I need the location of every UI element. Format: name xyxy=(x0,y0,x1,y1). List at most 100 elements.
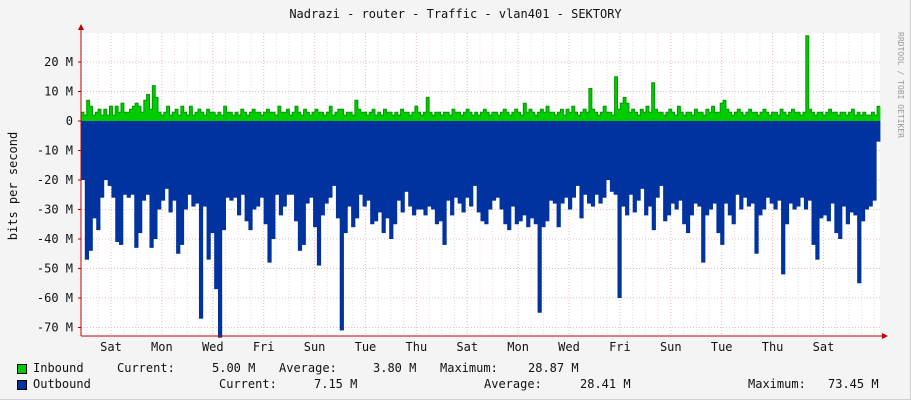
outbound-bar xyxy=(678,121,683,201)
inbound-bar xyxy=(443,112,447,121)
inbound-bar xyxy=(140,112,145,121)
outbound-bar xyxy=(237,121,242,216)
outbound-bar xyxy=(484,121,489,225)
inbound-bar xyxy=(811,112,815,121)
inbound-bar xyxy=(483,109,487,121)
inbound-bar xyxy=(372,109,376,121)
inbound-bar xyxy=(129,109,133,121)
inbound-bar xyxy=(240,109,245,121)
outbound-bar xyxy=(366,121,371,201)
inbound-bar xyxy=(152,85,156,121)
y-tick-label: -70 M xyxy=(37,321,73,335)
inbound-bar xyxy=(474,112,479,121)
inbound-bar xyxy=(314,109,319,121)
outbound-bar xyxy=(343,121,348,234)
inbound-bar xyxy=(312,112,316,121)
inbound-bar xyxy=(237,115,242,121)
outbound-bar xyxy=(666,121,672,216)
inbound-bar xyxy=(252,109,256,121)
outbound-bar xyxy=(522,121,527,216)
inbound-bar xyxy=(837,115,841,121)
inbound-bar xyxy=(626,103,630,121)
inbound-bar xyxy=(329,106,333,121)
inbound-bar xyxy=(651,82,655,121)
x-tick-label: Fri xyxy=(609,340,631,354)
x-tick-label: Tue xyxy=(355,340,377,354)
x-tick-label: Sat xyxy=(813,340,835,354)
outbound-bar xyxy=(229,121,234,201)
outbound-bar xyxy=(419,121,424,210)
outbound-bar xyxy=(651,121,656,231)
inbound-bar xyxy=(360,112,364,121)
inbound-bar xyxy=(583,109,587,121)
inbound-bar xyxy=(486,112,490,121)
outbound-bar xyxy=(621,121,626,207)
outbound-bar xyxy=(96,121,101,231)
inbound-bar xyxy=(366,115,370,121)
inbound-bar xyxy=(123,112,128,121)
inbound-bar xyxy=(280,112,284,121)
outbound-bar xyxy=(290,121,295,195)
outbound-bar xyxy=(857,121,862,284)
inbound-legend-name: Inbound xyxy=(33,361,84,375)
outbound-bar xyxy=(465,121,470,198)
inbound-bar xyxy=(760,112,764,121)
inbound-bar xyxy=(728,112,733,121)
outbound-bar xyxy=(491,121,497,201)
inbound-bar xyxy=(352,115,356,121)
inbound-bar xyxy=(471,115,476,121)
inbound-bar xyxy=(568,112,573,121)
inbound-bar xyxy=(757,115,761,121)
outbound-bar xyxy=(115,121,120,242)
outbound-bar xyxy=(389,121,394,239)
outbound-bar xyxy=(164,121,169,189)
outbound-bar xyxy=(370,121,375,225)
inbound-bar xyxy=(158,112,162,121)
outbound-bar xyxy=(126,121,131,198)
outbound-bar xyxy=(187,121,192,195)
inbound-bar xyxy=(180,106,185,121)
outbound-bar xyxy=(84,121,89,260)
outbound-bar xyxy=(267,121,272,263)
outbound-bar xyxy=(351,121,356,228)
inbound-bar xyxy=(420,115,424,121)
inbound-bar xyxy=(620,103,624,121)
inbound-bar xyxy=(668,109,673,121)
outbound-bar xyxy=(708,121,713,210)
outbound-bar xyxy=(735,121,740,195)
inbound-bar xyxy=(403,112,407,121)
outbound-bar xyxy=(438,121,443,222)
outbound-bar xyxy=(800,121,805,198)
outbound-bar xyxy=(613,121,618,195)
inbound-bar xyxy=(303,109,307,121)
x-tick-label: Sat xyxy=(456,340,478,354)
x-tick-label: Sat xyxy=(100,340,122,354)
inbound-bar xyxy=(586,112,590,121)
outbound-bar xyxy=(819,121,824,219)
inbound-bar xyxy=(198,109,202,121)
inbound-bar xyxy=(608,112,613,121)
inbound-bar xyxy=(788,112,792,121)
inbound-bar xyxy=(720,103,724,121)
outbound-maximum-value: 73.45 M xyxy=(828,377,879,391)
outbound-bar xyxy=(225,121,230,198)
inbound-bar xyxy=(688,112,693,121)
outbound-bar xyxy=(834,121,839,234)
outbound-bar xyxy=(510,121,516,207)
outbound-bar xyxy=(685,121,691,234)
inbound-bar xyxy=(774,112,778,121)
y-tick-label: 0 xyxy=(66,114,73,128)
y-tick-label: 20 M xyxy=(44,55,73,69)
outbound-bar xyxy=(533,121,538,225)
inbound-bar xyxy=(286,109,290,121)
inbound-bar xyxy=(249,112,253,121)
outbound-bar xyxy=(617,121,622,298)
inbound-bar xyxy=(412,112,416,121)
inbound-bar xyxy=(126,112,130,121)
inbound-bar xyxy=(377,112,382,121)
outbound-bar xyxy=(423,121,428,216)
inbound-bar xyxy=(409,115,413,121)
inbound-bar xyxy=(166,106,170,121)
inbound-bar xyxy=(306,112,310,121)
inbound-bar xyxy=(143,100,148,121)
